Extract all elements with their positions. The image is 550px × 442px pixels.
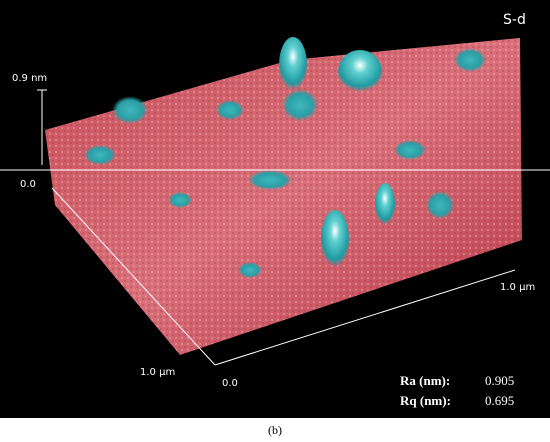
rq-label: Rq (nm): xyxy=(400,393,451,408)
rq-value: 0.695 xyxy=(485,393,514,408)
ra-value: 0.905 xyxy=(485,373,514,388)
origin-label: 0.0 xyxy=(222,378,238,389)
ra-label: Ra (nm): xyxy=(400,373,450,388)
panel-label: S-d xyxy=(503,12,526,28)
z-min-label: 0.0 xyxy=(20,179,36,190)
z-max-label: 0.9 nm xyxy=(12,73,47,84)
peaks xyxy=(84,37,486,278)
axes xyxy=(0,89,550,366)
caption: (b) xyxy=(268,423,282,437)
surface-texture xyxy=(45,38,522,355)
x-end-label: 1.0 µm xyxy=(500,282,535,293)
roughness: Ra (nm): 0.905 Rq (nm): 0.695 xyxy=(400,373,514,408)
y-end-label: 1.0 µm xyxy=(140,367,175,378)
